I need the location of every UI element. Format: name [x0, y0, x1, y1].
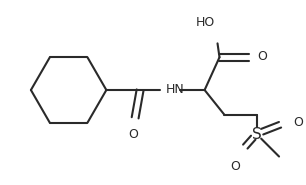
Text: O: O	[293, 116, 303, 129]
Text: O: O	[128, 128, 138, 141]
Text: O: O	[230, 160, 240, 174]
Text: O: O	[257, 50, 267, 63]
Text: HO: HO	[196, 16, 215, 29]
Text: S: S	[252, 127, 262, 142]
Text: HN: HN	[166, 83, 185, 95]
